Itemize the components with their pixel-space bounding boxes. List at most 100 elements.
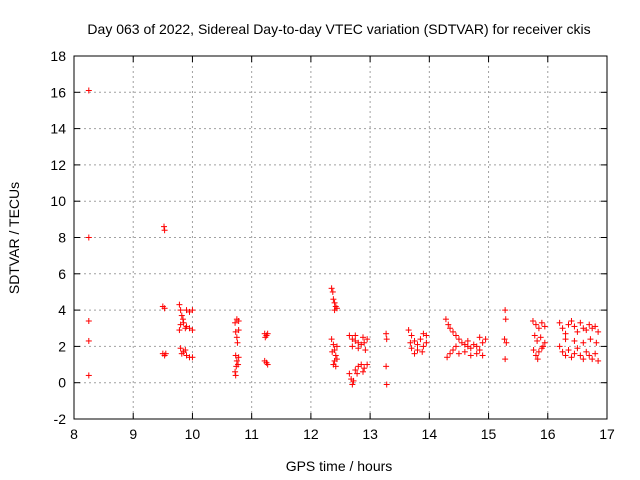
data-point bbox=[329, 288, 336, 295]
data-point bbox=[161, 223, 168, 230]
data-point bbox=[420, 343, 427, 350]
data-point bbox=[189, 307, 196, 314]
data-point bbox=[538, 319, 545, 326]
data-point bbox=[183, 323, 190, 330]
data-point bbox=[364, 336, 371, 343]
data-point bbox=[350, 377, 357, 384]
data-point bbox=[417, 336, 424, 343]
data-point bbox=[587, 336, 594, 343]
data-point bbox=[85, 234, 92, 241]
data-point bbox=[414, 347, 421, 354]
data-point bbox=[473, 350, 480, 357]
data-point bbox=[568, 317, 575, 324]
data-point bbox=[162, 350, 169, 357]
data-point bbox=[423, 339, 430, 346]
data-point bbox=[408, 332, 415, 339]
data-point bbox=[349, 381, 356, 388]
data-point bbox=[455, 350, 462, 357]
data-point bbox=[447, 325, 454, 332]
data-point bbox=[330, 296, 337, 303]
data-point bbox=[595, 328, 602, 335]
data-point bbox=[405, 327, 412, 334]
data-point bbox=[593, 339, 600, 346]
data-point bbox=[592, 350, 599, 357]
data-point bbox=[565, 321, 572, 328]
data-point bbox=[333, 343, 340, 350]
x-axis-ticks: 8 9 10 11 12 13 14 15 16 17 bbox=[70, 56, 615, 442]
data-point bbox=[580, 339, 587, 346]
data-point bbox=[577, 352, 584, 359]
data-point bbox=[360, 368, 367, 375]
data-point bbox=[532, 321, 539, 328]
data-point bbox=[360, 334, 367, 341]
data-point bbox=[532, 352, 539, 359]
data-point bbox=[534, 356, 541, 363]
data-point bbox=[176, 301, 183, 308]
y-tick-label: -2 bbox=[54, 411, 67, 427]
y-tick-label: 8 bbox=[58, 230, 66, 246]
data-point bbox=[562, 330, 569, 337]
y-tick-label: 6 bbox=[58, 266, 66, 282]
data-point bbox=[332, 352, 339, 359]
data-point bbox=[178, 312, 185, 319]
data-point bbox=[467, 352, 474, 359]
data-point bbox=[531, 332, 538, 339]
data-point bbox=[85, 317, 92, 324]
data-point bbox=[362, 347, 369, 354]
data-point bbox=[538, 345, 545, 352]
x-tick-label: 15 bbox=[481, 426, 497, 442]
x-tick-label: 13 bbox=[362, 426, 378, 442]
data-point bbox=[346, 332, 353, 339]
data-point bbox=[535, 348, 542, 355]
data-point bbox=[264, 361, 271, 368]
data-point bbox=[556, 319, 563, 326]
data-point bbox=[502, 316, 509, 323]
data-point bbox=[565, 347, 572, 354]
data-point bbox=[179, 316, 186, 323]
data-point bbox=[333, 356, 340, 363]
x-tick-label: 12 bbox=[303, 426, 319, 442]
x-tick-label: 9 bbox=[129, 426, 137, 442]
data-point bbox=[562, 352, 569, 359]
data-point bbox=[332, 363, 339, 370]
data-point bbox=[502, 356, 509, 363]
data-point bbox=[583, 348, 590, 355]
data-point bbox=[161, 305, 168, 312]
data-point bbox=[501, 336, 508, 343]
data-point bbox=[328, 285, 335, 292]
data-point bbox=[541, 339, 548, 346]
y-tick-label: 10 bbox=[50, 193, 66, 209]
data-point bbox=[583, 327, 590, 334]
data-point bbox=[346, 370, 353, 377]
data-point bbox=[85, 87, 92, 94]
data-point bbox=[352, 366, 359, 373]
gridlines bbox=[74, 56, 607, 419]
data-point bbox=[328, 336, 335, 343]
data-point bbox=[444, 354, 451, 361]
y-tick-label: 4 bbox=[58, 302, 66, 318]
data-point bbox=[473, 343, 480, 350]
data-point bbox=[358, 361, 365, 368]
data-point bbox=[235, 354, 242, 361]
data-point bbox=[189, 327, 196, 334]
data-point bbox=[580, 356, 587, 363]
data-point bbox=[447, 350, 454, 357]
y-tick-label: 18 bbox=[50, 48, 66, 64]
data-point bbox=[450, 347, 457, 354]
x-tick-label: 8 bbox=[70, 426, 78, 442]
y-tick-label: 12 bbox=[50, 157, 66, 173]
data-point bbox=[411, 350, 418, 357]
data-point bbox=[568, 354, 575, 361]
data-point bbox=[586, 352, 593, 359]
data-point bbox=[467, 345, 474, 352]
data-point bbox=[349, 343, 356, 350]
chart-title: Day 063 of 2022, Sidereal Day-to-day VTE… bbox=[87, 21, 590, 37]
data-point bbox=[535, 325, 542, 332]
data-point bbox=[161, 227, 168, 234]
data-point bbox=[464, 337, 471, 344]
data-point bbox=[85, 337, 92, 344]
data-point bbox=[534, 337, 541, 344]
data-points bbox=[85, 87, 602, 388]
data-point bbox=[476, 334, 483, 341]
